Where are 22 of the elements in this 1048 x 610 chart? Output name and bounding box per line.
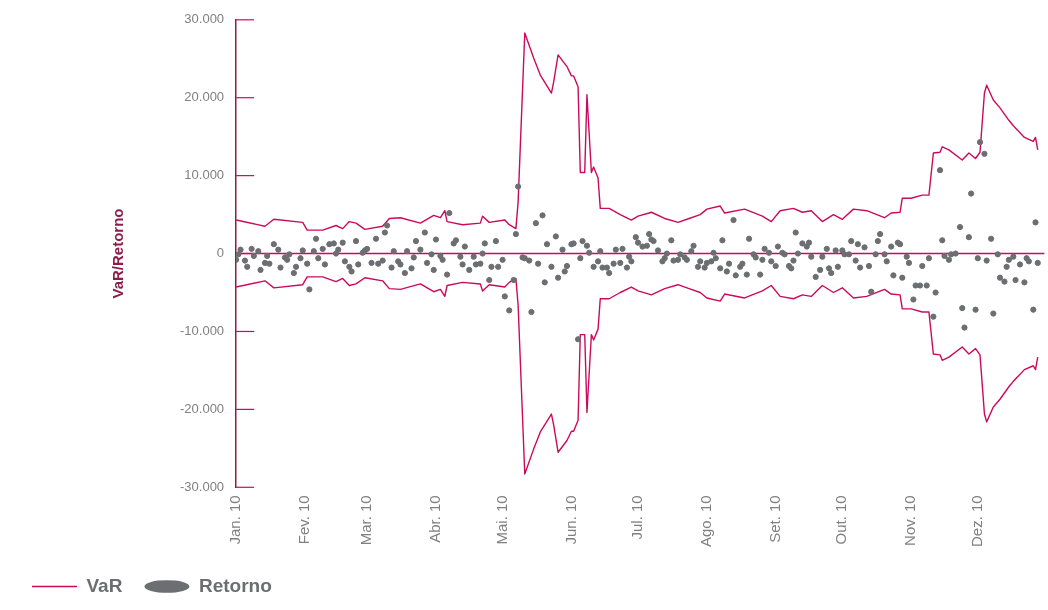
y-tick-label: -10.000 — [180, 323, 225, 339]
x-tick-label: Jun. 10 — [561, 495, 579, 545]
x-tick-label: Jul. 10 — [628, 495, 646, 540]
x-tick-label: Ago. 10 — [697, 495, 714, 548]
x-tick-label: Dez. 10 — [967, 495, 985, 547]
x-tick-label: Fev. 10 — [295, 495, 313, 545]
x-tick-label: Abr. 10 — [426, 495, 444, 543]
x-tick-label: Mar. 10 — [357, 495, 375, 546]
x-tick-label: Nov. 10 — [901, 495, 919, 546]
y-tick-label: 20.000 — [184, 89, 225, 105]
x-tick-label: Jan. 10 — [226, 495, 244, 545]
legend-label: VaR — [86, 574, 123, 596]
x-tick-label: Out. 10 — [832, 495, 850, 545]
y-tick-label: -20.000 — [180, 400, 225, 416]
legend-label: Retorno — [198, 574, 272, 596]
y-tick-label: 30.000 — [184, 11, 225, 27]
y-tick-label: 10.000 — [184, 167, 225, 183]
x-tick-label: Set. 10 — [765, 495, 783, 543]
y-tick-label: -30.000 — [180, 478, 225, 494]
y-tick-label: 0 — [216, 245, 225, 261]
y-axis-title: VaR/Retorno — [109, 208, 127, 299]
x-tick-label: Mai. 10 — [492, 495, 510, 545]
